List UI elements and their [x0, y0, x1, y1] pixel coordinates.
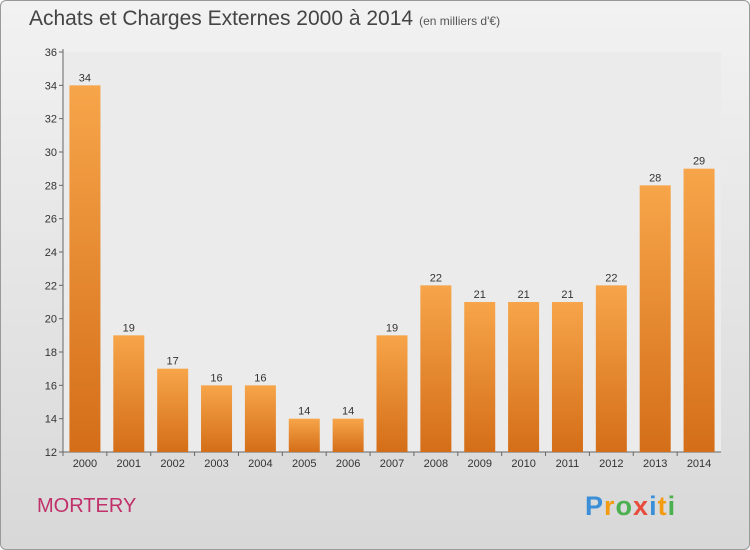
y-tick-label: 20 — [45, 314, 57, 326]
x-tick-label: 2000 — [73, 458, 97, 470]
bar — [157, 368, 189, 452]
y-tick-label: 24 — [45, 247, 57, 259]
bar-value-label: 34 — [79, 72, 91, 84]
bar-value-label: 16 — [210, 372, 222, 384]
bar — [113, 335, 145, 452]
bar — [288, 418, 320, 452]
y-tick-label: 16 — [45, 380, 57, 392]
x-tick-label: 2004 — [248, 458, 272, 470]
bar-value-label: 29 — [693, 156, 705, 168]
bar-value-label: 21 — [561, 289, 573, 301]
x-axis: 2000 2001 2002 2003 2004 2005 2006 2007 2008 2009… — [62, 451, 721, 470]
x-tick-label: 2008 — [424, 458, 448, 470]
x-tick-label: 2011 — [556, 458, 580, 470]
bar-value-label: 21 — [474, 289, 486, 301]
bar — [595, 285, 627, 452]
bar — [551, 302, 583, 452]
bar-value-label: 14 — [342, 406, 354, 418]
y-tick-label: 14 — [45, 414, 57, 426]
x-tick-label: 2014 — [687, 458, 711, 470]
logo-letter: i — [667, 491, 677, 521]
bar — [639, 185, 671, 453]
chart-subtitle: (en milliers d'€) — [419, 14, 501, 28]
bar — [201, 385, 233, 452]
bar — [244, 385, 276, 452]
logo-letter: i — [649, 491, 658, 521]
y-tick-label: 18 — [45, 347, 57, 359]
bar-value-label: 28 — [649, 172, 661, 184]
data-labels-group: 34 19 17 16 16 14 14 19 22 21 21 21 22 28 29 — [79, 72, 705, 417]
y-tick-label: 34 — [45, 80, 57, 92]
x-tick-label: 2013 — [643, 458, 667, 470]
bar-value-label: 16 — [254, 372, 266, 384]
logo-letter: r — [604, 491, 616, 521]
y-tick-label: 30 — [45, 147, 57, 159]
x-tick-label: 2007 — [380, 458, 404, 470]
x-tick-label: 2001 — [117, 458, 141, 470]
bar-value-label: 17 — [167, 356, 179, 368]
logo-letter: t — [657, 491, 668, 521]
chart-title: Achats et Charges Externes 2000 à 2014 (e… — [29, 7, 500, 31]
proxiti-logo: Proxiti — [585, 491, 676, 522]
bar-value-label: 19 — [386, 322, 398, 334]
x-tick-label: 2012 — [599, 458, 623, 470]
y-tick-label: 26 — [45, 214, 57, 226]
bar — [683, 168, 715, 452]
bar — [508, 302, 540, 452]
bar — [69, 85, 101, 452]
x-tick-label: 2010 — [511, 458, 535, 470]
bar — [420, 285, 452, 452]
bars-group — [69, 85, 715, 453]
y-axis: 12 14 16 18 20 22 24 26 28 30 32 34 36 — [45, 47, 64, 459]
title-text: Achats et Charges Externes 2000 à 2014 — [29, 7, 414, 30]
bar-value-label: 22 — [430, 272, 442, 284]
bar-value-label: 22 — [605, 272, 617, 284]
x-tick-label: 2003 — [204, 458, 228, 470]
y-tick-label: 22 — [45, 280, 57, 292]
y-tick-label: 32 — [45, 114, 57, 126]
y-tick-label: 36 — [45, 47, 57, 59]
logo-letter: x — [633, 491, 650, 521]
bar-value-label: 19 — [123, 322, 135, 334]
x-tick-label: 2009 — [467, 458, 491, 470]
logo-letter: o — [615, 491, 634, 521]
bar — [332, 418, 364, 452]
bar — [376, 335, 408, 452]
bar — [464, 302, 496, 452]
bar-value-label: 21 — [517, 289, 529, 301]
x-tick-label: 2002 — [160, 458, 184, 470]
y-tick-label: 28 — [45, 180, 57, 192]
commune-name: MORTERY — [37, 495, 137, 517]
logo-letter: P — [585, 491, 605, 521]
x-tick-label: 2006 — [336, 458, 360, 470]
bar-value-label: 14 — [298, 406, 310, 418]
x-tick-label: 2005 — [292, 458, 316, 470]
y-tick-label: 12 — [45, 447, 57, 459]
